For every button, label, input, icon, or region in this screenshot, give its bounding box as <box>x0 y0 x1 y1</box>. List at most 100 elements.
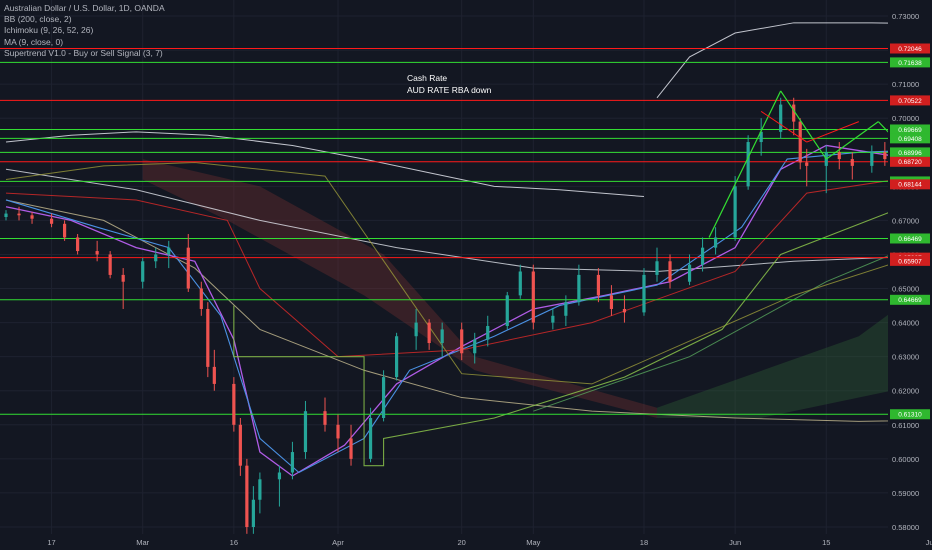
ichimoku-lagging <box>5 161 932 385</box>
candle-body <box>473 339 477 354</box>
candle-body <box>622 308 627 313</box>
price-label-bg <box>890 95 930 106</box>
ma-line <box>5 144 932 477</box>
y-tick-label: 0.71000 <box>892 80 919 89</box>
candle-body <box>199 288 203 309</box>
candle-body <box>323 411 327 425</box>
x-tick-label: 15 <box>822 538 830 547</box>
price-label-bg <box>890 147 930 158</box>
candle-body <box>486 326 490 340</box>
candle-body <box>655 261 659 275</box>
candle-body <box>30 215 34 219</box>
ichimoku-base <box>5 173 932 358</box>
candle-body <box>642 274 646 313</box>
candle-body <box>368 417 373 459</box>
candle-body <box>154 254 158 262</box>
candle-body <box>596 274 601 296</box>
price-label-extra-bg <box>890 255 930 266</box>
candle-body <box>870 152 874 166</box>
indicator-supertrend[interactable]: Supertrend V1.0 - Buy or Sell Signal (3,… <box>4 47 163 58</box>
candle-body <box>251 499 255 527</box>
candle-body <box>564 302 568 316</box>
horizontal-levels[interactable] <box>0 47 888 415</box>
y-tick-label: 0.62000 <box>892 387 919 396</box>
candle-body <box>95 251 99 255</box>
price-label-bg <box>890 409 930 420</box>
candle-body <box>792 104 796 122</box>
candle-body <box>746 142 750 187</box>
y-tick-label: 0.64000 <box>892 319 919 328</box>
supertrend-line <box>233 195 932 467</box>
candle-body <box>414 322 418 337</box>
price-label-extra: 0.68144 <box>898 182 922 189</box>
time-axis[interactable]: 17Mar16Apr20May18Jun15Jul20Aug17Sep14Oct… <box>47 538 932 547</box>
candle-body <box>805 162 809 166</box>
candle-body <box>395 336 399 378</box>
candle-body <box>779 104 783 132</box>
candle-body <box>212 366 216 384</box>
y-tick-label: 0.65000 <box>892 285 919 294</box>
price-label-bg <box>890 133 930 144</box>
time-axis-panel <box>0 534 888 550</box>
price-label-bg <box>890 124 930 135</box>
trendline-red <box>760 110 808 143</box>
price-label: 0.71638 <box>898 60 922 67</box>
candle-body <box>206 308 210 367</box>
candle-body <box>798 121 802 163</box>
candle-body <box>258 479 262 500</box>
candle-body <box>837 152 841 160</box>
cloud-bearish <box>142 159 657 418</box>
trendline-zigzag <box>825 121 879 160</box>
candle-body <box>577 274 581 303</box>
candle-body <box>440 329 444 344</box>
candle-body <box>186 247 190 289</box>
candle-body <box>303 411 308 453</box>
candle-body <box>167 247 171 255</box>
indicator-ichimoku[interactable]: Ichimoku (9, 26, 52, 26) <box>4 25 94 36</box>
candle-body <box>759 131 763 143</box>
note-aud-rate: AUD RATE RBA down <box>407 85 492 95</box>
candle-body <box>551 315 555 323</box>
candle-body <box>609 295 614 309</box>
note-cash-rate: Cash Rate <box>407 73 447 83</box>
chart-legend: Australian Dollar / U.S. Dollar, 1D, OAN… <box>4 3 165 59</box>
candles <box>4 97 932 534</box>
x-tick-label: Mar <box>136 538 149 547</box>
y-tick-label: 0.59000 <box>892 489 919 498</box>
candle-body <box>76 237 80 252</box>
candle-body <box>687 264 692 282</box>
price-label-bg <box>890 233 930 244</box>
candle-body <box>700 247 705 265</box>
candle-body <box>62 223 67 238</box>
price-label: 0.68996 <box>898 150 922 157</box>
x-tick-label: 18 <box>640 538 648 547</box>
candle-body <box>349 438 353 459</box>
trendline-rise <box>708 90 782 238</box>
indicator-bb[interactable]: BB (200, close, 2) <box>4 14 72 25</box>
candle-body <box>381 377 386 418</box>
indicator-ma[interactable]: MA (9, close, 0) <box>4 36 64 47</box>
y-tick-label: 0.61000 <box>892 421 919 430</box>
price-label-extra: 0.65907 <box>898 258 922 265</box>
candle-body <box>518 271 522 296</box>
candle-body <box>245 465 249 527</box>
candle-body <box>505 295 509 327</box>
price-label: 0.69669 <box>898 127 922 134</box>
text-notes: Cash Rate AUD RATE RBA down <box>407 73 492 95</box>
price-label: 0.61310 <box>898 412 922 419</box>
symbol-title: Australian Dollar / U.S. Dollar, 1D, OAN… <box>4 3 165 13</box>
candle-body <box>121 274 125 282</box>
trendline-zigzag <box>780 90 827 160</box>
candle-body <box>17 213 21 216</box>
candle-body <box>531 271 535 323</box>
x-tick-label: 17 <box>47 538 55 547</box>
candle-body <box>290 452 295 473</box>
bb-lower-band <box>5 199 932 422</box>
y-tick-label: 0.63000 <box>892 353 919 362</box>
candle-body <box>336 424 340 439</box>
y-tick-label: 0.60000 <box>892 455 919 464</box>
candle-body <box>460 329 464 354</box>
cloud-bullish <box>657 282 932 418</box>
